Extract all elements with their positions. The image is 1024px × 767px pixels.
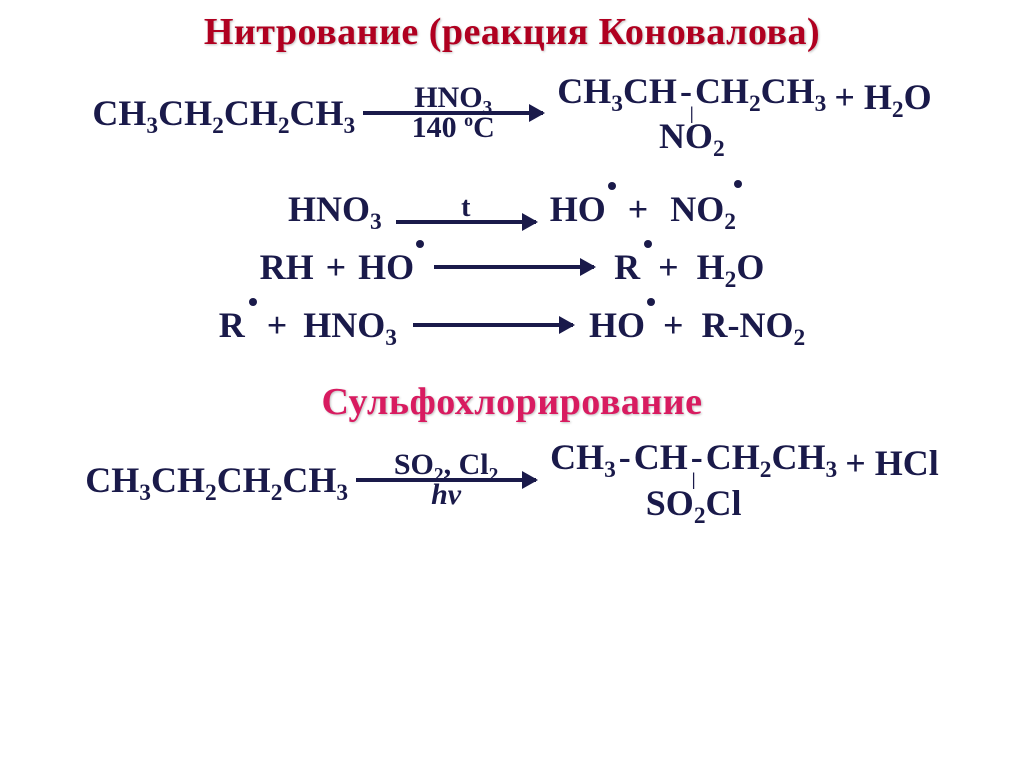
m3-arrow [413,323,573,327]
r1-product: CH3CH - CH2CH3 | NO2 [557,72,826,154]
mech-step-1: HNO3 t HO + NO2 [0,188,1024,230]
arrow-icon [434,265,594,269]
m3-r1: HO [589,304,645,346]
m1-left: HNO3 [288,188,382,230]
mech-step-3: R + HNO3 HO + R-NO2 [0,304,1024,346]
m3-r2: R-NO2 [702,304,806,346]
m2-l2: HO [358,246,414,288]
r2-extra: + HCl [845,442,939,484]
section-subtitle: Сульфохлорирование [0,380,1024,424]
r1-arrow: HNO3 140 oC [363,83,543,143]
radical-dot-icon [249,298,257,306]
radical-dot-icon [608,182,616,190]
mech-step-2: RH + HO R + H2O [0,246,1024,288]
r1-reactant: CH3CH2CH2CH3 [92,92,355,134]
arrow-icon [363,111,543,115]
m3-plus2: + [663,304,684,346]
r2-arrow-bottom: hν [431,480,461,510]
m2-l1: RH [260,246,314,288]
r1-arrow-top: HNO3 [414,83,492,113]
arrow-icon [413,323,573,327]
m3-l2: HNO3 [303,304,397,346]
m2-plus1: + [326,246,347,288]
r2-product: CH3 - CH - CH2CH3 | SO2Cl [550,438,837,520]
r1-arrow-bottom: 140 oC [412,113,495,143]
m1-plus: + [628,188,649,230]
m3-l1: R [219,304,245,346]
radical-dot-icon [644,240,652,248]
arrow-icon [356,478,536,482]
radical-dot-icon [647,298,655,306]
arrow-icon [396,220,536,224]
reaction-2: CH3CH2CH2CH3 SO2, Cl2 hν CH3 - CH - CH2C… [0,438,1024,520]
m1-r2: NO2 [670,188,736,230]
radical-dot-icon [416,240,424,248]
reaction-1: CH3CH2CH2CH3 HNO3 140 oC CH3CH - CH2CH3 … [0,72,1024,154]
m1-r1: HO [550,188,606,230]
r1-extra: + H2O [834,76,931,118]
m2-arrow [434,265,594,269]
page-title: Нитрование (реакция Коновалова) [0,0,1024,54]
radical-dot-icon [734,180,742,188]
m2-r2: H2O [697,246,765,288]
m1-arrow: t [396,194,536,224]
m1-above: t [461,194,470,222]
r2-reactant: CH3CH2CH2CH3 [85,459,348,501]
m2-plus2: + [658,246,679,288]
r2-arrow: SO2, Cl2 hν [356,450,536,510]
m3-plus1: + [267,304,288,346]
r2-arrow-top: SO2, Cl2 [394,450,499,480]
m2-r1: R [614,246,640,288]
